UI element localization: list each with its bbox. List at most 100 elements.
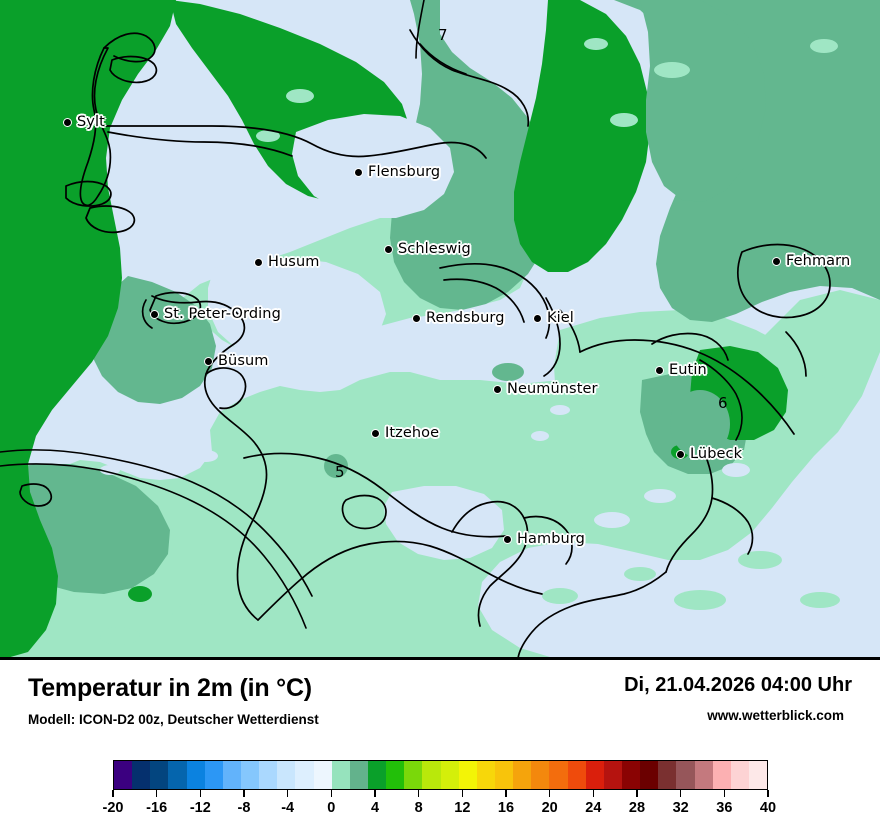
colorbar-tick <box>505 790 507 797</box>
city-marker-schleswig[interactable]: Schleswig <box>384 241 471 257</box>
colorbar-tick-label: 16 <box>497 800 515 816</box>
colorbar-swatch <box>259 761 278 789</box>
city-marker-buesum[interactable]: Büsum <box>204 353 269 369</box>
colorbar-tick <box>330 790 333 797</box>
city-marker-luebeck[interactable]: Lübeck <box>676 446 742 462</box>
city-marker-husum[interactable]: Husum <box>254 254 319 270</box>
city-marker-eutin[interactable]: Eutin <box>655 362 707 378</box>
colorbar-tick-label: -20 <box>102 800 124 816</box>
colorbar-swatch <box>640 761 659 789</box>
city-label: Büsum <box>218 353 269 369</box>
city-label: Neumünster <box>507 381 598 397</box>
colorbar-swatches[interactable] <box>113 760 768 790</box>
city-marker-neumuenster[interactable]: Neumünster <box>493 381 598 397</box>
colorbar-swatch <box>476 761 495 789</box>
colorbar-swatch <box>531 761 550 789</box>
colorbar-swatch <box>694 761 713 789</box>
colorbar-swatch <box>748 761 768 789</box>
city-label: Sylt <box>77 114 105 130</box>
city-marker-flensburg[interactable]: Flensburg <box>354 164 440 180</box>
colorbar-swatch <box>730 761 749 789</box>
city-marker-st-peter-ording[interactable]: St. Peter-Ording <box>150 306 281 322</box>
city-dot <box>150 309 159 319</box>
contour-label: 7 <box>438 26 448 44</box>
city-dot <box>772 256 781 266</box>
footer-panel: Temperatur in 2m (in °C) Modell: ICON-D2… <box>0 660 880 830</box>
colorbar-tick-label: 4 <box>370 800 380 816</box>
temp-band-7-8 <box>0 0 176 657</box>
colorbar-swatch <box>313 761 332 789</box>
page-title: Temperatur in 2m (in °C) <box>28 674 312 702</box>
temp-band-speckle-cold <box>100 332 750 528</box>
city-label: Husum <box>268 254 320 270</box>
city-dot <box>533 313 542 323</box>
colorbar-tick-label: -16 <box>146 800 168 816</box>
city-label: Eutin <box>669 362 707 378</box>
colorbar-swatch <box>331 761 350 789</box>
colorbar-swatch <box>132 761 151 789</box>
colorbar-tick-label: -4 <box>281 800 295 816</box>
colorbar-swatch <box>186 761 205 789</box>
city-dot <box>655 365 664 375</box>
isotherm-5-a <box>0 449 313 597</box>
contour-label: 6 <box>718 394 728 412</box>
colorbar-tick-label: 8 <box>414 800 423 816</box>
colorbar-tick-label: -12 <box>189 800 211 816</box>
colorbar-swatch <box>386 761 405 789</box>
isotherm-7 <box>415 0 425 59</box>
temp-band-6-7-patch <box>324 363 730 478</box>
city-marker-kiel[interactable]: Kiel <box>533 310 574 326</box>
isotherm-5-b <box>0 463 307 629</box>
city-label: Hamburg <box>517 531 585 547</box>
temp-band-6-7 <box>390 0 552 310</box>
colorbar-swatch <box>422 761 441 789</box>
city-label: Schleswig <box>398 241 471 257</box>
colorbar-tick <box>199 790 202 797</box>
colorbar-swatch <box>494 761 514 789</box>
coastline-layer <box>19 29 831 657</box>
colorbar-tick-label: 20 <box>541 800 558 816</box>
colorbar-swatch <box>585 761 604 789</box>
colorbar-tick <box>417 790 420 797</box>
city-marker-hamburg[interactable]: Hamburg <box>503 531 585 547</box>
colorbar-swatch <box>549 761 568 789</box>
temp-band-speckle <box>100 38 840 645</box>
city-marker-sylt[interactable]: Sylt <box>63 114 105 130</box>
map-canvas <box>0 0 880 657</box>
colorbar-tick <box>155 790 158 797</box>
city-label: Flensburg <box>368 164 441 180</box>
city-marker-itzehoe[interactable]: Itzehoe <box>371 425 439 441</box>
city-dot <box>412 313 421 323</box>
temp-band-7-8-baltic <box>514 0 650 272</box>
temp-band-4-5-inland-flensburg <box>292 114 454 218</box>
colorbar-tick-label: -8 <box>237 800 251 816</box>
colorbar-tick-label: 32 <box>672 800 689 816</box>
colorbar-tick-label: 28 <box>628 800 646 816</box>
colorbar-tick-label: 40 <box>759 800 777 816</box>
city-marker-rendsburg[interactable]: Rendsburg <box>412 310 505 326</box>
title-block: Temperatur in 2m (in °C) Modell: ICON-D2… <box>28 674 319 727</box>
colorbar-swatch <box>513 761 532 789</box>
colorbar-swatch <box>150 761 169 789</box>
colorbar-swatch <box>603 761 622 789</box>
colorbar-tick <box>548 790 551 797</box>
colorbar-swatch <box>295 761 314 789</box>
valid-time: Di, 21.04.2026 04:00 Uhr <box>624 674 852 696</box>
temp-band-6-7-west <box>90 276 216 404</box>
city-dot <box>384 244 393 254</box>
colorbar-legend[interactable]: -20 -16 -12 -8 -4 0 4 8 12 16 20 24 28 32 36 40 <box>103 760 776 822</box>
colorbar-swatch <box>567 761 586 789</box>
city-label: Lübeck <box>690 446 743 462</box>
temperature-map[interactable]: 7 6 5 Sylt Flensburg Schleswig Husum Feh… <box>0 0 880 660</box>
colorbar-swatch <box>277 761 296 789</box>
colorbar-tick-label: 24 <box>585 800 602 816</box>
colorbar-ticks <box>112 790 769 798</box>
isotherm-6 <box>699 359 743 441</box>
city-dot <box>204 356 213 366</box>
colorbar-tick <box>636 790 638 797</box>
city-marker-fehmarn[interactable]: Fehmarn <box>772 253 850 269</box>
colorbar-tick <box>592 790 595 797</box>
colorbar-tick <box>374 790 376 797</box>
temp-band-4-5-se <box>478 352 880 657</box>
temp-band-6-7-baltic-edge <box>640 0 766 202</box>
